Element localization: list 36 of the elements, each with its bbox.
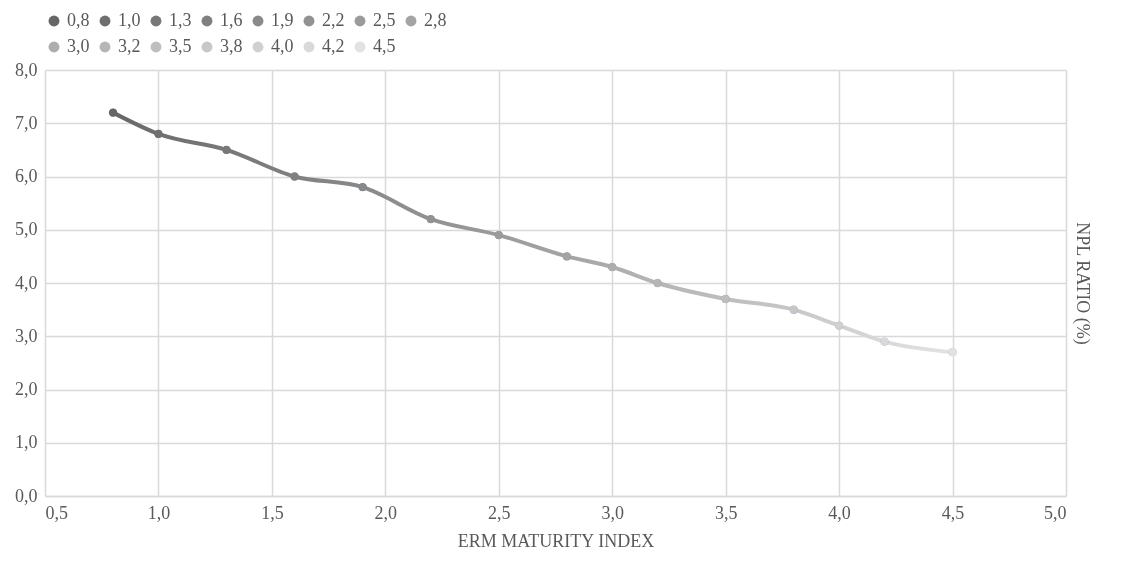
legend-label: 4,5 — [373, 36, 396, 56]
y-tick-label: 8,0 — [15, 59, 38, 80]
legend-label: 1,6 — [220, 10, 243, 30]
y-tick-label: 0,0 — [15, 485, 38, 506]
y-tick-label: 3,0 — [15, 325, 38, 346]
legend-label: 1,9 — [271, 10, 294, 30]
x-axis-title: ERM MATURITY INDEX — [457, 530, 655, 551]
y-tick-label: 4,0 — [15, 272, 38, 293]
legend-label: 3,5 — [169, 36, 192, 56]
legend-label: 1,0 — [118, 10, 141, 30]
legend-label: 3,8 — [220, 36, 243, 56]
legend-label: 0,8 — [67, 10, 90, 30]
x-tick-label: 4,5 — [941, 502, 965, 523]
legend-label: 4,0 — [271, 36, 294, 56]
x-tick-label: 3,0 — [601, 502, 624, 523]
y-tick-label: 6,0 — [15, 166, 38, 186]
y-tick-label: 7,0 — [15, 112, 38, 133]
x-tick-label: 2,0 — [374, 502, 398, 523]
y-tick-label: 1,0 — [15, 432, 38, 453]
x-tick-label: 0,5 — [45, 502, 68, 523]
x-tick-label: 2,5 — [488, 502, 511, 523]
y-tick-label: 5,0 — [15, 219, 38, 240]
legend-label: 2,5 — [373, 10, 396, 30]
legend-label: 3,0 — [67, 36, 90, 56]
legend-label: 3,2 — [118, 36, 141, 56]
x-tick-label: 1,5 — [261, 502, 284, 523]
x-tick-label: 4,0 — [828, 502, 851, 523]
legend-label: 2,2 — [322, 10, 345, 30]
legend-label: 1,3 — [169, 10, 192, 30]
y-axis-title: NPL RATIO (%) — [1071, 222, 1093, 345]
x-tick-label: 5,0 — [1044, 502, 1067, 523]
legend-label: 4,2 — [322, 36, 345, 56]
legend-label: 2,8 — [424, 10, 447, 30]
x-tick-label: 1,0 — [147, 502, 171, 523]
y-tick-label: 2,0 — [15, 379, 38, 399]
x-tick-label: 3,5 — [714, 502, 738, 523]
